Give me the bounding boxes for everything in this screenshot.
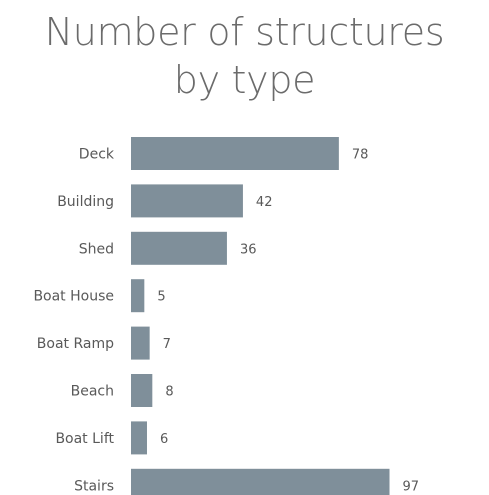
value-label: 78 xyxy=(352,148,369,163)
value-label: 36 xyxy=(240,242,257,257)
category-label: Boat House xyxy=(33,289,114,305)
value-label: 7 xyxy=(163,337,171,352)
value-label: 6 xyxy=(160,432,168,447)
bar-boat-house xyxy=(131,279,145,313)
bar-beach xyxy=(131,374,153,407)
category-label: Boat Ramp xyxy=(37,336,114,352)
bar-boat-ramp xyxy=(131,326,150,360)
bar-building xyxy=(131,184,243,218)
category-label: Beach xyxy=(71,384,114,400)
bar-deck xyxy=(131,137,339,170)
value-label: 97 xyxy=(403,479,420,494)
chart-title-line-1: Number of structures xyxy=(44,10,445,54)
bar-stairs xyxy=(131,468,390,495)
category-label: Stairs xyxy=(74,478,114,494)
value-label: 42 xyxy=(256,195,273,210)
category-label: Building xyxy=(57,194,114,210)
chart-title-line-2: by type xyxy=(173,58,316,102)
category-label: Deck xyxy=(79,147,115,163)
bar-boat-lift xyxy=(131,421,147,455)
chart-title: Number of structures by type xyxy=(0,8,489,104)
value-label: 5 xyxy=(157,290,165,305)
category-label: Boat Lift xyxy=(55,431,114,447)
bar-shed xyxy=(131,231,227,265)
value-label: 8 xyxy=(165,385,173,400)
category-label: Shed xyxy=(79,241,114,257)
